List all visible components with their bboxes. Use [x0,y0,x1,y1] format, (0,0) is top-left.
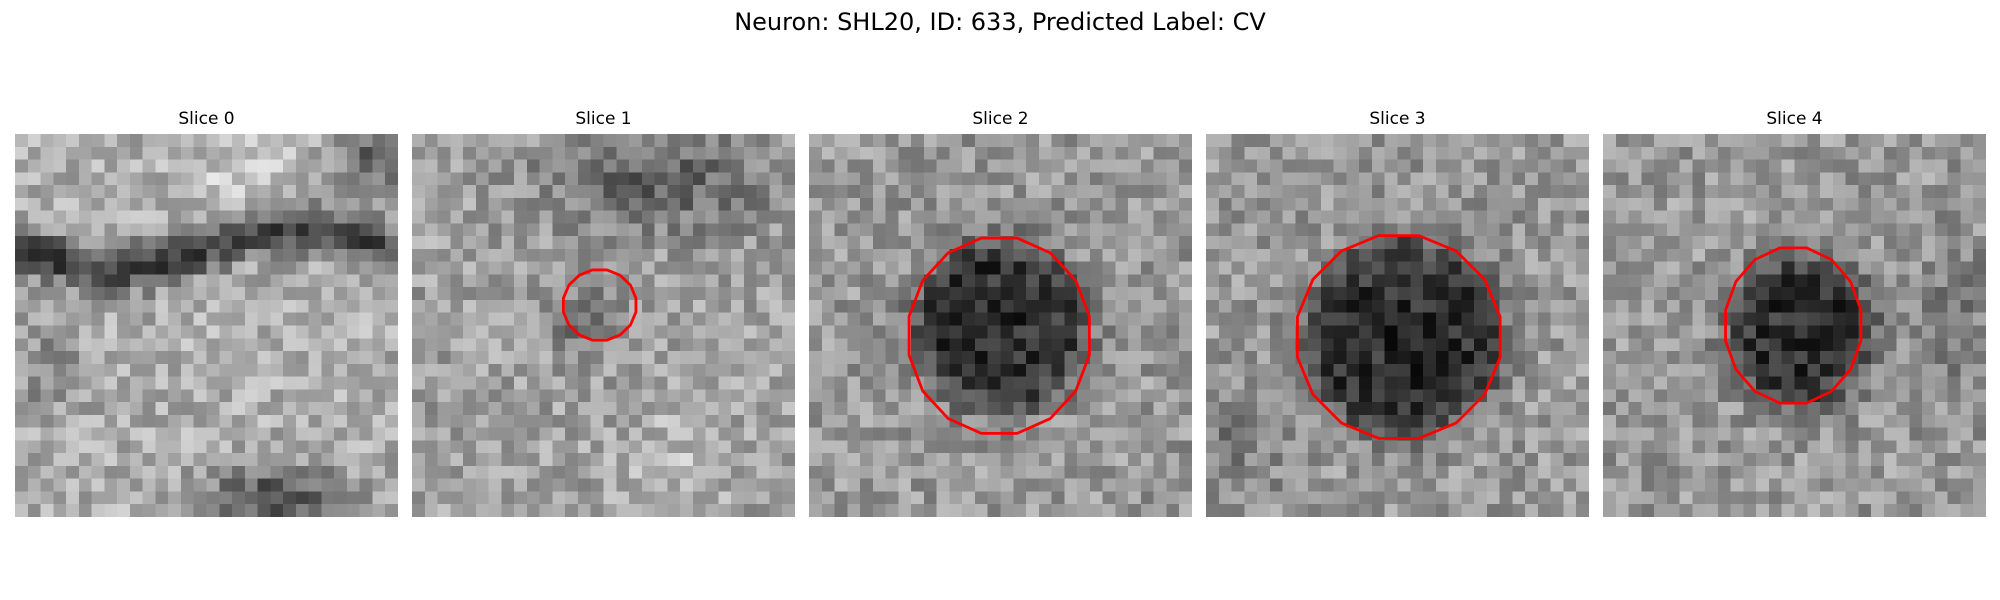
slice-title-4: Slice 4 [1766,109,1823,129]
micrograph-pixels [1603,134,1986,517]
segmentation-contour [562,268,638,342]
slice-title-3: Slice 3 [1369,109,1426,129]
slice-title-0: Slice 0 [178,109,235,129]
micrograph-pixels [809,134,1192,517]
segmentation-contour [1724,246,1863,405]
micrograph-pixels [412,134,795,517]
micrograph-pixels [15,134,398,517]
slice-image-3 [1206,134,1589,517]
slice-image-2 [809,134,1192,517]
slice-image-1 [412,134,795,517]
slice-image-0 [15,134,398,517]
slice-image-4 [1603,134,1986,517]
figure-title: Neuron: SHL20, ID: 633, Predicted Label:… [734,8,1266,36]
slice-title-2: Slice 2 [972,109,1029,129]
segmentation-contour [1296,234,1502,440]
slice-title-1: Slice 1 [575,109,632,129]
micrograph-pixels [1206,134,1589,517]
segmentation-contour [907,236,1091,435]
